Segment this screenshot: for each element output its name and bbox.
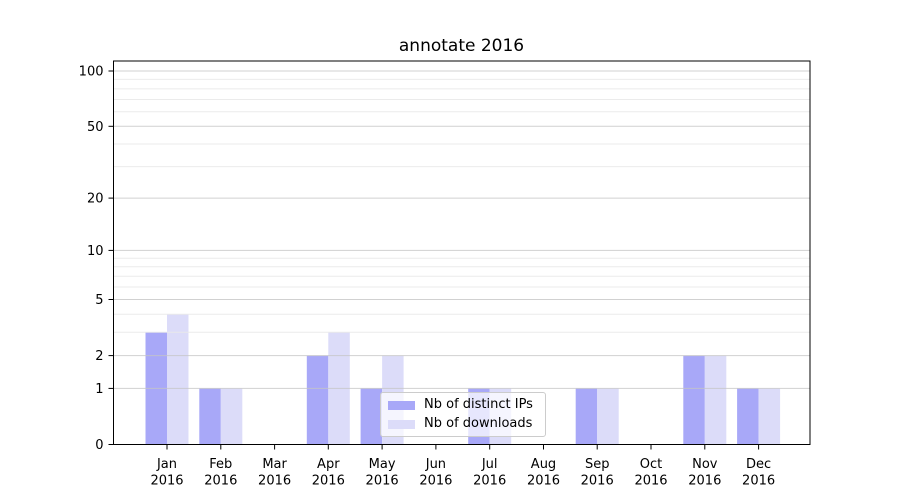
bar-downloads-sep xyxy=(597,388,619,445)
x-tick-label-year: 2016 xyxy=(527,474,560,489)
x-tick-label-year: 2016 xyxy=(742,474,775,489)
y-tick-label: 1 xyxy=(95,382,103,397)
bar-downloads-jan xyxy=(167,314,189,445)
y-tick-label: 2 xyxy=(95,349,103,364)
bar-downloads-feb xyxy=(220,388,243,445)
x-tick-label-year: 2016 xyxy=(473,474,506,489)
x-tick-label-month: Nov xyxy=(692,457,718,472)
legend-swatch-distinct-ips-icon xyxy=(388,400,415,410)
bar-ips-apr xyxy=(306,355,329,445)
x-tick-label-month: Jan xyxy=(156,457,177,472)
bar-downloads-nov xyxy=(704,355,727,445)
x-tick-label-month: Oct xyxy=(640,457,662,472)
legend-label-distinct-ips: Nb of distinct IPs xyxy=(424,397,533,412)
bar-ips-may xyxy=(360,388,383,445)
y-tick-label: 100 xyxy=(79,65,104,80)
x-tick-label-month: Aug xyxy=(531,457,556,472)
x-tick-label-month: Feb xyxy=(209,457,232,472)
bar-ips-sep xyxy=(575,388,598,445)
axes-spines xyxy=(113,60,811,445)
x-tick-label-month: Apr xyxy=(317,457,340,472)
x-tick-label-year: 2016 xyxy=(204,474,237,489)
x-tick-label-month: May xyxy=(369,457,396,472)
x-tick-label-year: 2016 xyxy=(258,474,291,489)
legend: Nb of distinct IPs Nb of downloads xyxy=(380,392,546,437)
y-tick-label: 20 xyxy=(87,192,104,207)
x-tick-label-year: 2016 xyxy=(366,474,399,489)
legend-item-downloads: Nb of downloads xyxy=(388,417,538,431)
x-tick-label-month: Mar xyxy=(262,457,287,472)
x-tick-label-month: Jul xyxy=(481,457,498,472)
y-tick-label: 10 xyxy=(87,244,104,259)
x-tick-label-year: 2016 xyxy=(312,474,345,489)
chart-title: annotate 2016 xyxy=(398,36,525,56)
x-tick-label-year: 2016 xyxy=(581,474,614,489)
bar-ips-feb xyxy=(199,388,221,445)
bar-ips-nov xyxy=(683,355,705,445)
bar-downloads-dec xyxy=(758,388,781,445)
y-tick-label: 50 xyxy=(87,120,104,135)
x-tick-label-year: 2016 xyxy=(634,474,667,489)
x-tick-label-month: Dec xyxy=(746,457,771,472)
x-tick-label-year: 2016 xyxy=(150,474,183,489)
x-tick-label-year: 2016 xyxy=(688,474,721,489)
legend-swatch-downloads-icon xyxy=(388,419,415,429)
y-tick-label: 5 xyxy=(95,293,103,308)
x-tick-label-year: 2016 xyxy=(419,474,452,489)
legend-item-distinct-ips: Nb of distinct IPs xyxy=(388,398,538,412)
legend-label-downloads: Nb of downloads xyxy=(424,416,533,431)
y-tick-label: 0 xyxy=(95,438,103,453)
x-tick-label-month: Sep xyxy=(585,457,610,472)
x-tick-label-month: Jun xyxy=(425,457,446,472)
bar-ips-dec xyxy=(737,388,759,445)
